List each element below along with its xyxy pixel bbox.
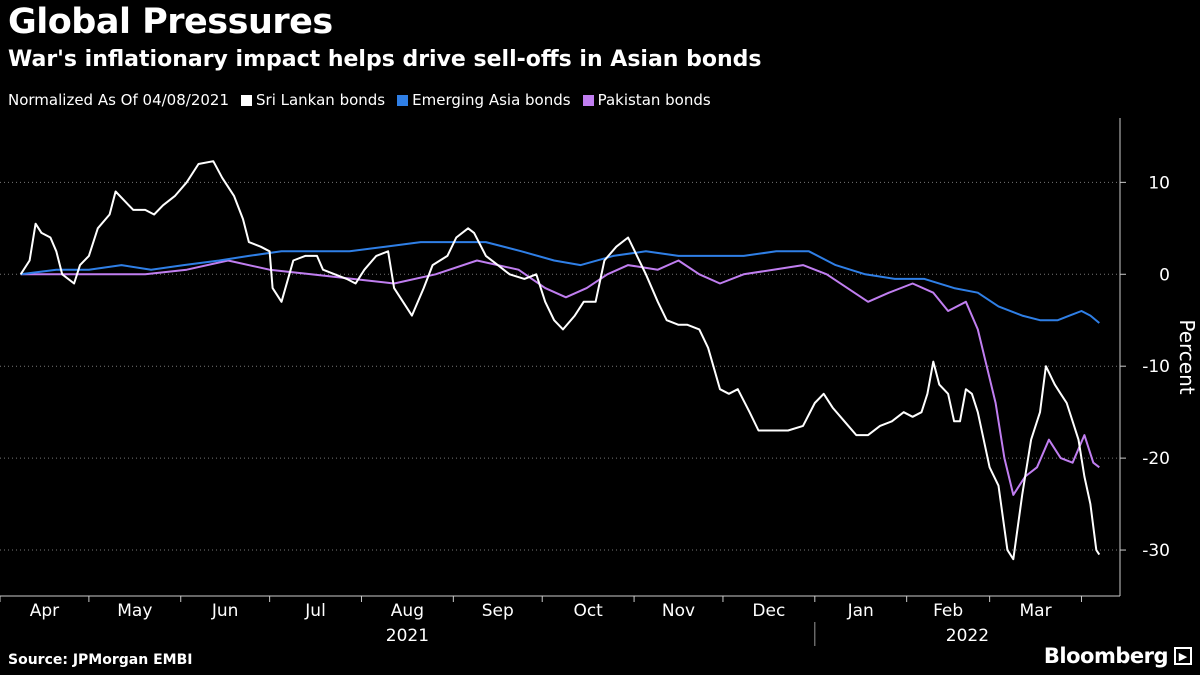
y-tick-label: -10 xyxy=(1142,357,1170,377)
x-tick-label: May xyxy=(117,601,152,621)
legend-swatch-pakistan xyxy=(582,94,594,106)
y-tick-label: -30 xyxy=(1142,541,1170,561)
legend-item-sri-lanka: Sri Lankan bonds xyxy=(241,91,385,109)
x-tick-label: Apr xyxy=(30,601,59,621)
chart-subtitle: War's inflationary impact helps drive se… xyxy=(8,47,762,72)
legend-swatch-sri-lanka xyxy=(241,94,252,106)
x-tick-label: Jun xyxy=(211,601,239,621)
x-tick-label: Sep xyxy=(482,601,514,621)
brand: Bloomberg ▶ xyxy=(1044,644,1192,668)
series-line-pakistan-bonds xyxy=(20,259,1100,496)
terminal-icon: ▶ xyxy=(1174,647,1192,665)
legend-label-pakistan: Pakistan bonds xyxy=(597,91,711,109)
y-tick-label: -20 xyxy=(1142,449,1170,469)
series-line-sri-lankan-bonds xyxy=(19,160,1101,561)
legend: Normalized As Of 04/08/2021 Sri Lankan b… xyxy=(8,91,723,109)
legend-label-emerging-asia: Emerging Asia bonds xyxy=(412,91,571,109)
year-label: 2021 xyxy=(386,626,429,646)
y-axis-title: Percent xyxy=(1175,319,1199,394)
brand-logo: Bloomberg xyxy=(1043,644,1169,668)
axis-labels: 10 0 -10 -20 -30 Apr May Jun Jul Aug Sep Oct Nov Dec J… xyxy=(30,173,1199,646)
y-tick-label: 0 xyxy=(1159,265,1170,285)
x-tick-label: Jul xyxy=(304,601,326,621)
x-tick-label: Mar xyxy=(1020,601,1052,621)
source-note: Source: JPMorgan EMBI xyxy=(8,652,193,668)
legend-label-sri-lanka: Sri Lankan bonds xyxy=(256,91,386,109)
year-label: 2022 xyxy=(946,626,989,646)
axes xyxy=(0,118,1126,646)
x-tick-label: Aug xyxy=(391,601,424,621)
x-tick-label: Dec xyxy=(752,601,785,621)
grid-lines xyxy=(0,181,1120,551)
x-tick-label: Feb xyxy=(933,601,963,621)
x-tick-label: Jan xyxy=(847,601,874,621)
y-tick-label: 10 xyxy=(1148,173,1170,193)
chart-title: Global Pressures xyxy=(8,2,333,42)
legend-item-emerging-asia: Emerging Asia bonds xyxy=(397,91,571,109)
series-line-emerging-asia-bonds xyxy=(20,241,1100,324)
legend-swatch-emerging-asia xyxy=(397,94,409,106)
legend-note: Normalized As Of 04/08/2021 xyxy=(8,91,229,109)
series-lines xyxy=(19,160,1101,561)
legend-item-pakistan: Pakistan bonds xyxy=(582,91,711,109)
x-tick-label: Nov xyxy=(662,601,695,621)
x-tick-label: Oct xyxy=(573,601,603,621)
